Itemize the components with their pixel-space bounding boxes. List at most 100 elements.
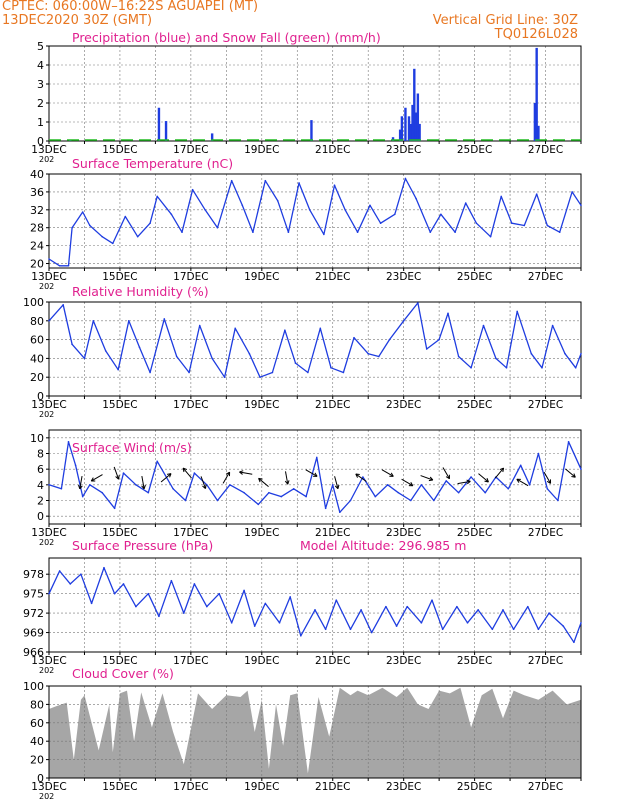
- data-point-pressure: [193, 583, 196, 585]
- data-point-temp: [379, 222, 382, 225]
- wind-arrow: [420, 475, 434, 482]
- data-point-wind: [135, 484, 137, 486]
- x-tick-label: 17DEC: [173, 527, 208, 539]
- wind-arrow-shaft: [285, 471, 289, 485]
- data-point-pressure: [206, 605, 208, 608]
- wind-arrow-head: [429, 476, 434, 481]
- wind-arrow: [401, 478, 414, 487]
- y-tick-label: 2: [37, 97, 44, 110]
- precip-bar: [210, 133, 214, 141]
- wind-arrow-shaft: [543, 471, 551, 484]
- data-point-pressure: [48, 592, 50, 595]
- y-tick-label: 60: [30, 334, 44, 347]
- precip-bar: [533, 103, 537, 141]
- x-tick-label: 17DEC: [173, 655, 208, 667]
- data-point-rh: [505, 367, 508, 369]
- wind-arrow-head: [486, 478, 489, 483]
- x-tick-label: 27DEC: [528, 655, 563, 667]
- data-point-pressure: [135, 605, 137, 608]
- wind-arrow-shaft: [478, 473, 489, 483]
- data-point-rh: [149, 371, 151, 374]
- wind-arrow-head: [428, 479, 433, 482]
- x-tick-label: 25DEC: [457, 655, 492, 667]
- x-tick-label: 13DEC: [31, 144, 66, 156]
- x-tick-label: 27DEC: [528, 527, 563, 539]
- wind-arrow-head: [390, 472, 394, 477]
- data-point-pressure: [349, 628, 352, 631]
- data-point-temp: [170, 213, 173, 216]
- data-point-wind: [397, 491, 400, 494]
- wind-arrow-head: [141, 485, 145, 490]
- data-point-pressure: [230, 622, 233, 624]
- data-point-pressure: [527, 605, 529, 608]
- data-point-temp: [48, 258, 50, 260]
- x-tick-label: 17DEC: [173, 271, 208, 283]
- x-tick-label: 23DEC: [386, 655, 421, 667]
- wind-arrow-head: [573, 473, 576, 478]
- wind-arrow-shaft: [113, 466, 120, 480]
- y-tick-label: 0: [37, 510, 44, 523]
- data-point-temp: [454, 231, 456, 233]
- data-point-temp: [429, 231, 432, 233]
- data-point-wind: [184, 499, 187, 502]
- data-point-pressure: [113, 592, 116, 595]
- data-point-wind: [324, 507, 327, 510]
- precip-bar: [537, 125, 540, 141]
- data-point-wind: [546, 487, 549, 490]
- panel-frame: [48, 301, 582, 397]
- y-tick-label: 966: [23, 646, 44, 659]
- data-point-wind: [519, 464, 522, 467]
- data-point-pressure: [477, 609, 479, 611]
- y-tick-label: 60: [30, 717, 44, 730]
- data-point-rh: [198, 324, 201, 327]
- data-point-rh: [128, 320, 130, 322]
- data-point-wind: [580, 468, 582, 470]
- data-point-rh: [378, 355, 380, 358]
- data-point-rh: [271, 371, 274, 374]
- wind-arrow: [284, 471, 290, 485]
- data-point-wind: [457, 491, 460, 494]
- wind-arrow: [457, 479, 471, 485]
- data-point-rh: [284, 329, 286, 332]
- y-tick-label: 32: [30, 204, 44, 217]
- wind-arrow-head: [314, 472, 318, 477]
- wind-arrow-head: [258, 477, 263, 480]
- wind-arrow-shaft: [79, 475, 83, 489]
- data-point-pressure: [580, 622, 582, 624]
- header-run-date: 13DEC2020 30Z (GMT): [2, 13, 153, 28]
- y-tick-label: 40: [30, 352, 44, 365]
- wind-arrow-head: [258, 478, 261, 483]
- data-point-pressure: [253, 625, 256, 627]
- data-point-temp: [112, 242, 114, 245]
- data-point-rh: [188, 371, 190, 374]
- data-point-rh: [470, 367, 472, 369]
- data-point-rh: [580, 352, 582, 355]
- data-point-pressure: [314, 609, 316, 611]
- panel-title: Surface Wind (m/s): [72, 440, 192, 455]
- data-point-rh: [319, 327, 322, 330]
- data-point-rh: [447, 312, 449, 315]
- wind-arrow-head: [355, 473, 359, 478]
- wind-arrow-head: [202, 485, 206, 489]
- data-point-temp: [558, 231, 561, 233]
- precip-bar: [398, 129, 402, 141]
- panel-title: Surface Temperature (nC): [72, 156, 233, 171]
- wind-arrow-shaft: [334, 476, 339, 489]
- wind-arrow: [239, 470, 253, 475]
- x-tick-label: 21DEC: [315, 655, 350, 667]
- wind-arrow-shaft: [494, 467, 504, 479]
- data-point-temp: [101, 235, 103, 238]
- y-tick-label: 28: [30, 222, 44, 235]
- y-tick-label: 8: [37, 448, 44, 461]
- data-point-pressure: [158, 615, 160, 618]
- data-point-wind: [409, 499, 412, 502]
- data-point-pressure: [335, 599, 338, 601]
- wind-arrow-shaft: [141, 475, 145, 489]
- data-point-temp: [394, 213, 396, 216]
- data-point-temp: [58, 264, 61, 267]
- data-point-rh: [482, 324, 485, 327]
- data-point-rh: [342, 371, 345, 374]
- wind-arrow-head: [502, 468, 505, 473]
- wind-arrow: [258, 477, 269, 488]
- data-point-pressure: [370, 631, 373, 634]
